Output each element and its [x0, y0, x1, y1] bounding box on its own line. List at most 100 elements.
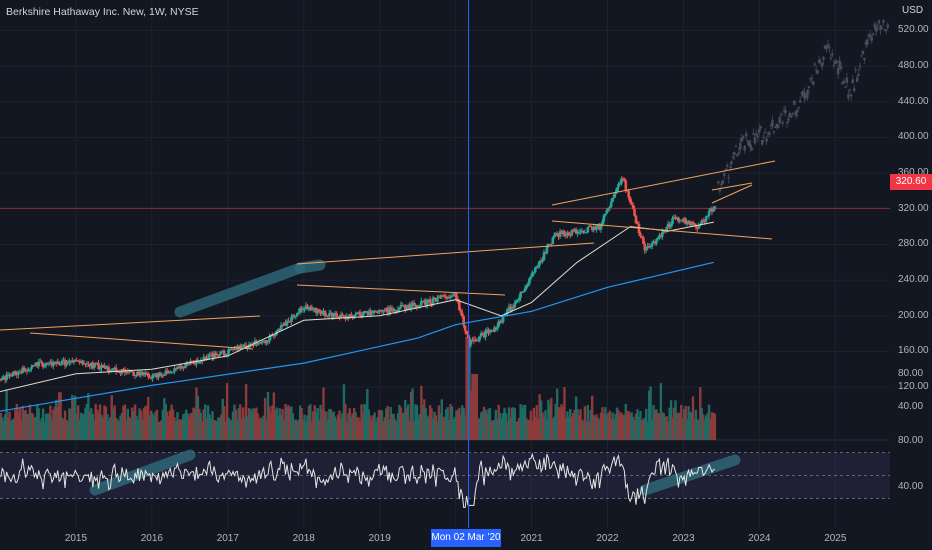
volume-bar [436, 421, 439, 440]
price-candle [182, 367, 185, 369]
trendline [464, 242, 595, 253]
price-candle [193, 361, 197, 365]
volume-bar [271, 405, 274, 440]
volume-bar [262, 415, 265, 440]
price-candle [602, 215, 606, 222]
volume-bar [81, 413, 84, 440]
volume-bar [499, 413, 502, 440]
price-candle [589, 225, 593, 228]
price-candle [551, 237, 555, 245]
price-candle [114, 367, 118, 372]
price-candle [65, 361, 68, 366]
volume-bar [149, 410, 153, 440]
price-candle [653, 241, 657, 244]
price-candle [539, 260, 543, 262]
volume-bar [544, 410, 547, 440]
price-candle [157, 372, 160, 378]
volume-bar [222, 406, 226, 440]
volume-bar [661, 412, 664, 440]
volume-bar [179, 419, 182, 440]
volume-bar [284, 403, 287, 440]
price-candle [0, 377, 4, 380]
price-candle [415, 305, 419, 308]
volume-bar [161, 409, 165, 440]
price-candle [399, 305, 403, 308]
projection-candle [860, 55, 863, 57]
volume-bar [589, 409, 592, 440]
price-candle [104, 365, 108, 370]
volume-bar [627, 410, 630, 440]
price-tick-label: 280.00 [898, 238, 929, 250]
volume-bar [246, 416, 249, 440]
volume-bar [11, 419, 14, 440]
price-candle [554, 233, 557, 236]
price-candle [222, 350, 226, 356]
price-candle [643, 243, 647, 251]
volume-bar [536, 419, 540, 440]
volume-bar [379, 410, 382, 440]
volume-bar [532, 407, 535, 440]
volume-bar [28, 404, 32, 440]
volume-bar [320, 409, 324, 440]
volume-bar [260, 418, 264, 440]
volume-bar [675, 413, 679, 440]
price-candle [390, 308, 394, 312]
price-candle [203, 356, 207, 358]
price-candle [674, 217, 677, 220]
price-candle [73, 359, 77, 362]
volume-bar [303, 414, 306, 440]
volume-bar [142, 408, 146, 440]
price-candle [414, 305, 417, 307]
volume-bar [488, 407, 492, 440]
volume-bar [553, 416, 556, 440]
price-candle [119, 372, 122, 374]
price-candle [63, 360, 67, 366]
price-candle [145, 372, 149, 374]
volume-bar [621, 415, 625, 440]
price-tick-label: 520.00 [898, 24, 929, 36]
volume-bar [399, 407, 403, 440]
price-candle [624, 180, 628, 191]
price-candle [525, 285, 528, 289]
projection-candle [734, 145, 738, 147]
volume-bar [712, 412, 715, 440]
volume-bar [352, 407, 356, 440]
volume-bar [513, 408, 517, 440]
projection-candle [736, 154, 739, 157]
price-candle [260, 341, 264, 344]
volume-bar [650, 419, 654, 440]
price-candle [168, 371, 172, 373]
price-candle [478, 336, 482, 340]
price-candle [30, 367, 33, 370]
price-candle [206, 356, 210, 360]
volume-bar [55, 399, 58, 440]
price-candle [458, 300, 461, 311]
volume-bar [336, 414, 340, 440]
volume-bar [574, 396, 578, 440]
volume-bar [628, 413, 632, 440]
price-candle [9, 374, 13, 377]
price-candle [583, 232, 587, 234]
volume-bar [678, 412, 682, 440]
price-candle [252, 344, 255, 346]
trendlines[interactable] [0, 160, 776, 350]
volume-bar [633, 419, 636, 440]
volume-bar [100, 414, 103, 440]
price-candle [678, 220, 682, 222]
projection-candle [731, 156, 735, 158]
volume-bar [236, 419, 239, 440]
volume-bar [566, 411, 569, 440]
price-candle [133, 374, 137, 376]
volume-bar [128, 416, 131, 440]
volume-bar [515, 421, 518, 440]
price-candle [173, 368, 176, 372]
volume-bar [259, 417, 262, 440]
volume-bar [342, 384, 346, 440]
price-candle [406, 304, 410, 308]
price-candle [276, 329, 280, 332]
volume-bar [564, 417, 568, 440]
price-candle [669, 223, 673, 228]
volume-bar [534, 417, 537, 440]
trendline [296, 284, 506, 296]
